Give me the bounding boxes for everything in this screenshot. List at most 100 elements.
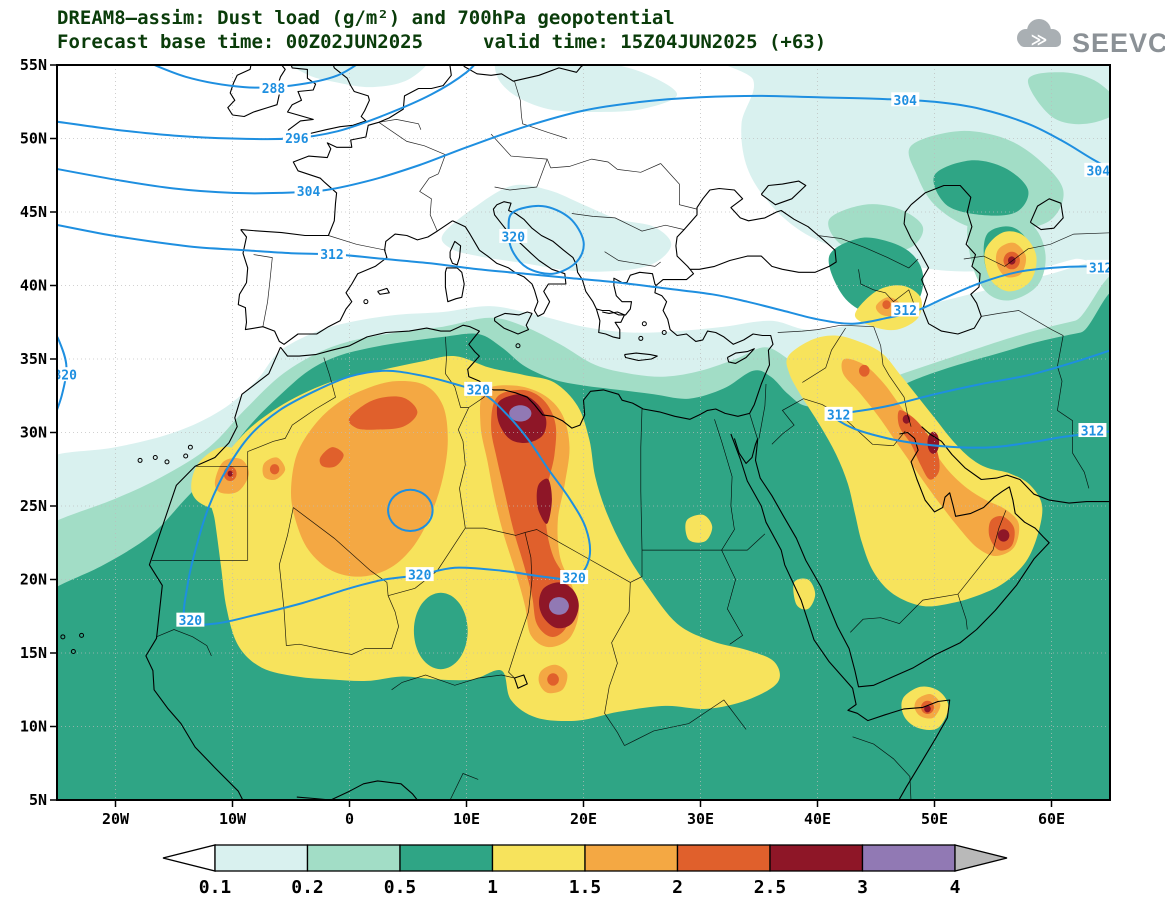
coastline — [444, 267, 465, 303]
geopotential-contour-label: 312 — [320, 248, 343, 263]
country-border — [858, 269, 917, 310]
country-border — [852, 736, 912, 800]
coastline — [726, 348, 755, 364]
coastline — [145, 346, 282, 800]
country-border — [286, 595, 399, 655]
country-border — [660, 163, 698, 210]
geopotential-contour-line — [57, 334, 68, 413]
forecast-base-time-label: Forecast base time: 00Z02JUN2025 — [57, 31, 423, 53]
contour-label-halo — [57, 367, 80, 382]
country-border — [640, 408, 643, 551]
coastline — [449, 240, 462, 266]
y-axis-label: 30N — [20, 424, 47, 442]
colorbar-segment — [306, 844, 401, 872]
country-border — [850, 593, 958, 633]
colorbar-label: 3 — [857, 877, 868, 898]
country-border — [457, 407, 470, 529]
dust-contour-fill — [882, 300, 891, 309]
dust-contour-fill — [491, 389, 574, 637]
y-axis-label: 15N — [20, 644, 47, 662]
y-axis-label: 35N — [20, 350, 47, 368]
geopotential-contour-label: 320 — [562, 572, 586, 587]
country-border — [494, 158, 548, 191]
country-border — [293, 507, 389, 596]
cloud-icon-part — [1019, 36, 1061, 47]
y-axis-label: 50N — [20, 130, 47, 148]
colorbar-label: 4 — [950, 877, 961, 898]
country-border — [957, 510, 1007, 595]
geopotential-contour-label: 312 — [827, 408, 850, 423]
colorbar-label: 0.1 — [199, 877, 232, 898]
geopotential-contour-label: 320 — [466, 383, 490, 398]
geopotential-contour-label: 320 — [53, 369, 77, 384]
coastline — [494, 311, 533, 335]
dust-contour-fill — [933, 160, 1029, 216]
country-border — [445, 336, 469, 408]
country-border — [391, 674, 515, 691]
country-borders — [151, 81, 1110, 800]
colorbar-label: 2.5 — [754, 877, 787, 898]
colorbar-segment — [769, 844, 864, 872]
island-dot — [363, 299, 369, 305]
geopotential-contour-line — [831, 349, 1110, 449]
country-border — [1057, 335, 1090, 489]
geopotential-contour-line — [387, 488, 434, 532]
geopotential-contour-label: 312 — [1081, 425, 1104, 440]
x-axis-label: 20E — [570, 810, 597, 828]
dust-contour-fill — [897, 410, 940, 480]
x-axis-label: 30E — [687, 810, 714, 828]
contour-label-halo — [294, 183, 323, 198]
geopotential-contour-label: 296 — [285, 132, 309, 147]
country-border — [624, 699, 747, 746]
y-axis-label: 10N — [20, 718, 47, 736]
island-dot — [137, 457, 143, 463]
contour-label-halo — [405, 567, 434, 582]
dust-contour-fill — [536, 478, 552, 524]
coastline — [280, 187, 837, 429]
country-border — [247, 357, 336, 467]
island-dot — [70, 649, 76, 655]
geopotential-contour-label: 312 — [1089, 261, 1112, 276]
y-axis-labels: 55N 50N 45N 40N 35N 30N 25N 20N 15N 10N 5N — [20, 56, 47, 809]
geopotential-contour-labels: 288 296 304 304 304 312 312 312 312 312 320 320 320 3… — [53, 80, 1112, 629]
coastline — [462, 65, 585, 82]
y-axis-label: 55N — [20, 56, 47, 74]
geopotential-contour-label: 288 — [262, 82, 286, 97]
dust-contour-fill — [227, 470, 233, 477]
island-dot — [79, 632, 85, 638]
coastline — [754, 431, 1050, 688]
geopotential-contour-label: 320 — [502, 230, 526, 245]
country-border — [802, 327, 846, 383]
country-border — [490, 133, 552, 169]
x-axis-label: 60E — [1038, 810, 1065, 828]
dust-contour-fill — [859, 364, 870, 377]
dust-contour-fill — [509, 405, 532, 422]
dust-contour-fill — [288, 65, 427, 88]
country-border — [278, 507, 294, 646]
coastline — [730, 433, 951, 800]
colorbar-segment — [399, 844, 494, 872]
geopotential-contour-label: 304 — [1087, 164, 1111, 179]
coastline — [760, 180, 807, 206]
country-border — [328, 235, 386, 251]
coastline — [282, 65, 317, 139]
cloud-chevrons-icon: ≫ — [1031, 30, 1048, 49]
coastline — [1029, 198, 1064, 231]
country-border — [817, 235, 919, 269]
geopotential-contour-label: 304 — [297, 185, 321, 200]
coastlines — [60, 65, 1110, 800]
coastline — [227, 65, 252, 116]
country-border — [571, 213, 685, 232]
colorbar-segment — [861, 844, 956, 872]
country-border — [771, 398, 804, 445]
x-axis-label: 0 — [345, 810, 354, 828]
map-area: 288 296 304 304 304 312 312 312 312 312 320 320 320 3… — [53, 65, 1112, 800]
country-border — [550, 158, 661, 173]
colorbar-segment — [491, 844, 586, 872]
colorbar-label: 0.5 — [384, 877, 417, 898]
dust-contour-fill — [1028, 72, 1110, 125]
dust-contour-fill — [793, 578, 816, 610]
geopotential-contours — [57, 65, 1110, 627]
coastline — [623, 352, 658, 362]
